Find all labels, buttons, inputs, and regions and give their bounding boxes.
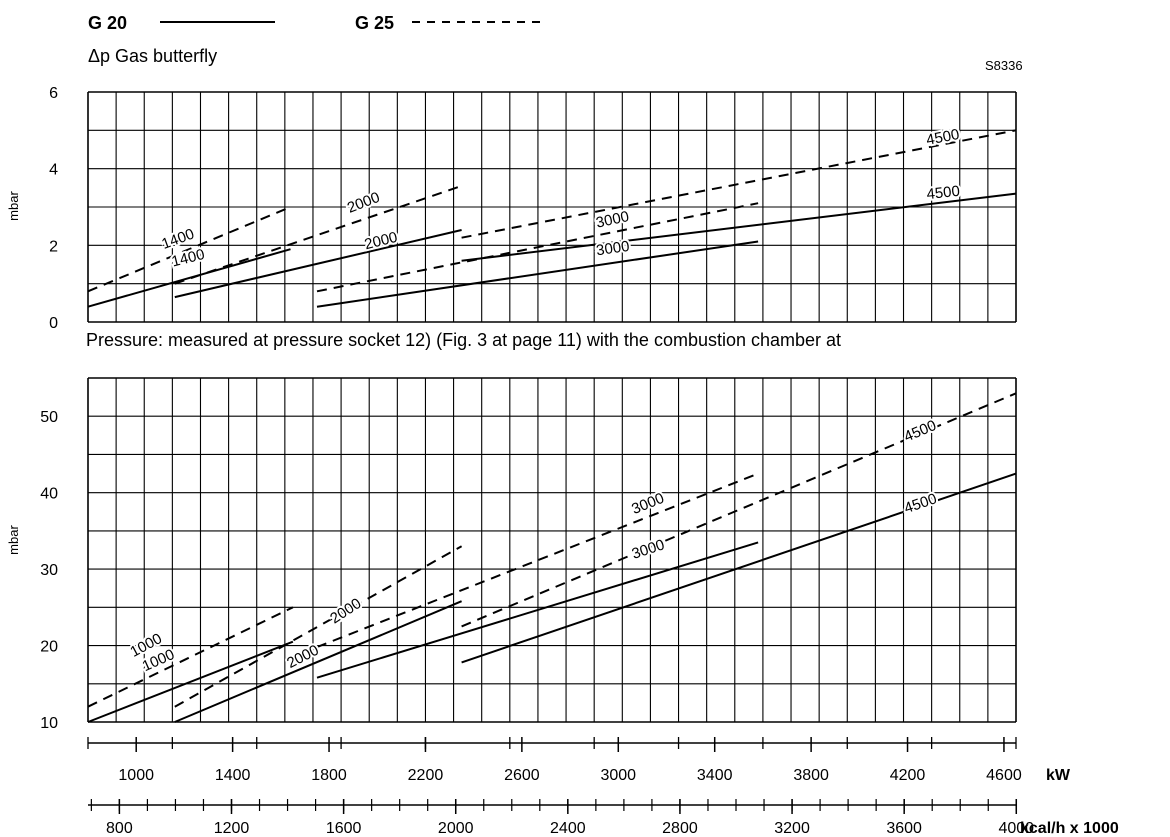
chart-subtitle: Δp Gas butterfly bbox=[88, 46, 217, 66]
bot-series-4500-g20-line bbox=[461, 472, 1017, 664]
kw-axis-tick-label: 3400 bbox=[697, 767, 733, 784]
bot-y-tick-label: 50 bbox=[40, 409, 58, 426]
kw-axis-tick-label: 1400 bbox=[215, 767, 251, 784]
bot-curve-label: 4500 bbox=[902, 490, 939, 517]
bot-series-2000-g25-line bbox=[174, 545, 463, 708]
kcal-axis-tick-label: 3600 bbox=[886, 820, 922, 837]
top-y-tick-label: 6 bbox=[49, 85, 58, 102]
top-series-2000-g20-line bbox=[174, 229, 462, 299]
kcal-axis-ticks: 800 1200 1600 2000 2400 2800 3200 3600 4000 bbox=[90, 799, 1034, 837]
kw-axis-tick-label: 3800 bbox=[793, 767, 829, 784]
chart-bottom-y-axis-label: mbar bbox=[6, 525, 21, 555]
figure-code: S8336 bbox=[985, 58, 1023, 73]
top-series-3000-g20-line bbox=[316, 240, 759, 308]
top-series-4500-g25-line bbox=[461, 129, 1017, 239]
chart-top-grid bbox=[87, 91, 1017, 323]
pressure-note: Pressure: measured at pressure socket 12… bbox=[86, 330, 841, 350]
chart-top-series bbox=[87, 129, 1017, 308]
kw-axis-tick-label: 4600 bbox=[986, 767, 1022, 784]
bot-y-tick-label: 40 bbox=[40, 486, 58, 503]
bot-series-2000-g20-line bbox=[174, 600, 462, 723]
top-series-1400-g25-line bbox=[87, 206, 291, 293]
chart-top-y-ticks: 0 2 4 6 bbox=[49, 85, 58, 332]
bot-series-1000-g25-line bbox=[87, 606, 294, 708]
bot-y-tick-label: 10 bbox=[40, 715, 58, 732]
top-curve-label: 2000 bbox=[363, 229, 399, 254]
top-curve-label: 4500 bbox=[926, 183, 961, 203]
bot-series-3000-g25-line bbox=[316, 472, 759, 649]
bot-series-4500-g25-line bbox=[461, 392, 1017, 628]
legend-g25-label: G 25 bbox=[355, 13, 394, 33]
kcal-axis-tick-label: 2800 bbox=[662, 820, 698, 837]
bot-curve-label: 3000 bbox=[630, 536, 667, 562]
bot-curve-label: 2000 bbox=[327, 595, 364, 627]
kw-axis-unit: kW bbox=[1046, 767, 1071, 784]
top-curve-label: 4500 bbox=[925, 126, 961, 149]
bot-series-1000-g20-line bbox=[87, 640, 294, 723]
top-y-tick-label: 0 bbox=[49, 315, 58, 332]
top-series-4500-g20-line bbox=[461, 192, 1017, 262]
kw-axis-tick-label: 2600 bbox=[504, 767, 540, 784]
kw-axis-tick-label: 1000 bbox=[118, 767, 154, 784]
kcal-axis-tick-label: 2000 bbox=[438, 820, 474, 837]
chart-bottom-series bbox=[87, 392, 1017, 723]
top-curve-label: 2000 bbox=[345, 189, 382, 217]
chart-bottom-grid bbox=[87, 377, 1017, 723]
bot-y-tick-label: 30 bbox=[40, 562, 58, 579]
kw-axis-tick-label: 4200 bbox=[890, 767, 926, 784]
kcal-axis-tick-label: 3200 bbox=[774, 820, 810, 837]
top-series-3000-g25-line bbox=[316, 202, 759, 293]
kw-axis: 1000 1400 1800 2200 2600 3000 3400 3800 4200 4600… bbox=[87, 737, 1071, 784]
kw-axis-ticks: 1000 1400 1800 2200 2600 3000 3400 3800 4200 4600 bbox=[87, 737, 1022, 784]
bot-curve-label: 4500 bbox=[902, 417, 939, 446]
legend-g20-label: G 20 bbox=[88, 13, 127, 33]
top-curve-label: 3000 bbox=[595, 238, 630, 259]
bot-curve-label: 3000 bbox=[629, 490, 666, 518]
kw-axis-tick-label: 2200 bbox=[408, 767, 444, 784]
top-y-tick-label: 4 bbox=[49, 162, 58, 179]
kcal-axis-tick-label: 1600 bbox=[326, 820, 362, 837]
kcal-axis-tick-label: 4000 bbox=[998, 820, 1034, 837]
kcal-axis-tick-label: 800 bbox=[106, 820, 133, 837]
kcal-axis-unit: kcal/h x 1000 bbox=[1020, 820, 1119, 837]
kw-axis-tick-label: 3000 bbox=[600, 767, 636, 784]
top-series-1400-g20-line bbox=[87, 248, 291, 308]
kw-axis-tick-label: 1800 bbox=[311, 767, 347, 784]
top-y-tick-label: 2 bbox=[49, 238, 58, 255]
kcal-axis: 800 1200 1600 2000 2400 2800 3200 3600 4000 kcal… bbox=[88, 799, 1119, 837]
chart-top-y-axis-label: mbar bbox=[6, 191, 21, 221]
chart-bottom-y-ticks: 10 20 30 40 50 bbox=[40, 409, 58, 732]
kcal-axis-tick-label: 1200 bbox=[214, 820, 250, 837]
kcal-axis-tick-label: 2400 bbox=[550, 820, 586, 837]
bot-series-3000-g20-line bbox=[316, 541, 759, 679]
bot-y-tick-label: 20 bbox=[40, 639, 58, 656]
